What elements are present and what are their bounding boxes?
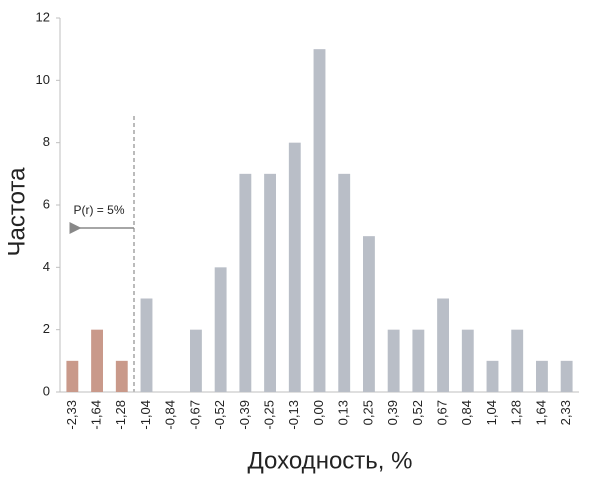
x-tick-label: 0,25: [360, 400, 375, 425]
y-tick-label: 2: [43, 321, 50, 336]
y-tick-label: 10: [36, 72, 50, 87]
bar: [338, 173, 351, 392]
x-tick-label: -0,39: [237, 400, 252, 430]
x-tick-label: 2,33: [558, 400, 573, 425]
bar: [239, 173, 252, 392]
bar: [511, 329, 524, 392]
x-tick-label: 0,84: [459, 400, 474, 425]
bar: [535, 360, 548, 392]
x-tick-label: -0,67: [187, 400, 202, 430]
x-tick-label: 1,04: [484, 400, 499, 425]
x-tick-label: 1,28: [509, 400, 524, 425]
x-tick-label: 0,00: [311, 400, 326, 425]
bar: [214, 267, 227, 392]
bar: [437, 298, 450, 392]
x-tick-label: 1,64: [533, 400, 548, 425]
x-tick-label: 0,39: [385, 400, 400, 425]
bar: [140, 298, 153, 392]
x-tick-label: -1,04: [138, 400, 153, 430]
x-tick-label: 0,52: [410, 400, 425, 425]
x-tick-label: -1,64: [89, 400, 104, 430]
bar: [66, 360, 79, 392]
y-axis-title: Частота: [3, 167, 30, 257]
bar: [362, 236, 375, 392]
bar: [189, 329, 202, 392]
bar: [288, 142, 301, 392]
bar: [115, 360, 128, 392]
x-tick-label: 0,67: [435, 400, 450, 425]
x-tick-label: 0,13: [336, 400, 351, 425]
bar: [560, 360, 573, 392]
y-tick-label: 6: [43, 196, 50, 211]
x-tick-label: -0,25: [262, 400, 277, 430]
bar: [264, 173, 277, 392]
x-tick-label: -0,84: [163, 400, 178, 430]
bar: [461, 329, 474, 392]
bar: [387, 329, 400, 392]
x-axis-title: Доходность, %: [248, 447, 413, 474]
bar: [313, 49, 326, 393]
x-tick-label: -1,28: [113, 400, 128, 430]
y-tick-label: 0: [43, 383, 50, 398]
y-tick-label: 12: [36, 9, 50, 24]
bar: [486, 360, 499, 392]
y-tick-label: 8: [43, 134, 50, 149]
bar: [91, 329, 104, 392]
bar: [412, 329, 425, 392]
y-tick-label: 4: [43, 259, 50, 274]
x-tick-label: -0,13: [286, 400, 301, 430]
annotation: P(r) = 5%: [73, 203, 124, 217]
x-tick-label: -0,52: [212, 400, 227, 430]
x-tick-label: -2,33: [64, 400, 79, 430]
